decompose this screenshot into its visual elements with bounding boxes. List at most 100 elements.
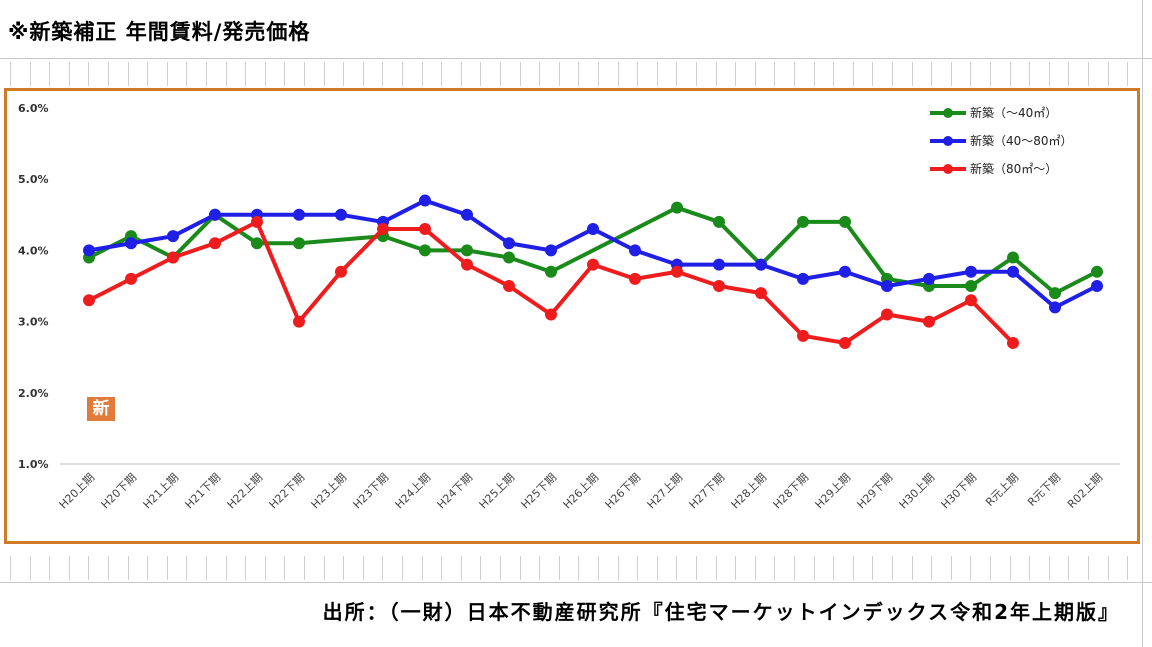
data-point — [125, 237, 137, 250]
grid-strip-bottom — [0, 556, 1152, 580]
data-point — [419, 194, 431, 207]
x-tick-label: H24下期 — [435, 471, 476, 512]
data-point — [1049, 287, 1061, 300]
x-tick-label: H26上期 — [561, 471, 602, 512]
data-point — [797, 215, 809, 228]
data-point — [713, 258, 725, 271]
data-point — [671, 265, 683, 278]
x-tick-label: H27下期 — [687, 471, 728, 512]
data-point — [545, 265, 557, 278]
series-line — [88, 198, 1098, 310]
legend-label: 新築（～40㎡） — [970, 105, 1057, 120]
data-point — [839, 265, 851, 278]
x-tick-label: H28上期 — [729, 471, 770, 512]
data-point — [1007, 251, 1019, 264]
y-tick-label: 4.0% — [18, 244, 49, 257]
series-line — [88, 205, 1098, 296]
data-point — [251, 237, 263, 250]
divider-top — [0, 58, 1152, 59]
x-tick-label: H23下期 — [351, 471, 392, 512]
legend-swatch-marker — [943, 164, 953, 174]
data-point — [1091, 280, 1103, 292]
data-point — [419, 223, 431, 236]
data-point — [545, 244, 557, 257]
data-point — [125, 272, 137, 285]
x-tick-label: H29上期 — [813, 471, 854, 512]
x-tick-label: H29下期 — [855, 471, 896, 512]
legend-swatch-marker — [943, 136, 953, 146]
chart-frame — [4, 88, 1140, 544]
data-point — [713, 280, 725, 292]
data-point — [797, 272, 809, 285]
x-tick-label: H30下期 — [939, 471, 980, 512]
legend-swatch-marker — [943, 108, 953, 118]
data-point — [965, 294, 977, 307]
data-point — [503, 251, 515, 264]
legend-label: 新築（80㎡～） — [970, 161, 1057, 176]
x-tick-label: H20上期 — [57, 471, 98, 512]
data-point — [293, 237, 305, 250]
data-point — [1007, 336, 1019, 349]
data-point — [839, 215, 851, 228]
x-tick-label: H22下期 — [267, 471, 308, 512]
data-point — [83, 294, 95, 307]
grid-strip-top — [0, 62, 1152, 86]
y-tick-label: 6.0% — [18, 102, 49, 115]
page-title: ※新築補正 年間賃料/発売価格 — [8, 20, 311, 44]
divider-bottom — [0, 582, 1152, 583]
data-point — [629, 272, 641, 285]
x-tick-label: R02上期 — [1065, 471, 1105, 511]
data-point — [167, 230, 179, 243]
data-point — [755, 287, 767, 300]
data-point — [335, 208, 347, 221]
x-tick-label: R元上期 — [983, 471, 1021, 509]
x-tick-label: H24上期 — [393, 471, 434, 512]
x-tick-label: H25上期 — [477, 471, 518, 512]
x-tick-label: H21上期 — [141, 471, 182, 512]
x-tick-label: H21下期 — [183, 471, 224, 512]
y-tick-label: 5.0% — [18, 173, 49, 186]
data-point — [377, 223, 389, 236]
data-point — [713, 215, 725, 228]
data-point — [1049, 301, 1061, 314]
data-point — [209, 208, 221, 221]
x-tick-label: H25下期 — [519, 471, 560, 512]
data-point — [587, 258, 599, 271]
data-point — [167, 251, 179, 264]
data-point — [755, 258, 767, 271]
new-badge: 新 — [87, 397, 115, 421]
data-point — [923, 272, 935, 285]
data-point — [965, 265, 977, 278]
data-point — [503, 237, 515, 250]
x-tick-label: H28下期 — [771, 471, 812, 512]
data-point — [545, 308, 557, 321]
data-point — [461, 258, 473, 271]
y-tick-label: 2.0% — [18, 387, 49, 400]
data-point — [839, 336, 851, 349]
data-point — [293, 315, 305, 328]
x-tick-label: H22上期 — [225, 471, 266, 512]
data-point — [881, 280, 893, 292]
data-point — [461, 244, 473, 257]
data-point — [419, 244, 431, 257]
data-point — [629, 244, 641, 257]
data-point — [209, 237, 221, 250]
data-point — [965, 280, 977, 292]
data-point — [881, 308, 893, 321]
y-tick-label: 3.0% — [18, 316, 49, 329]
y-tick-label: 1.0% — [18, 458, 49, 471]
data-point — [587, 223, 599, 236]
right-border — [1142, 0, 1143, 647]
legend-label: 新築（40～80㎡） — [970, 133, 1073, 148]
data-point — [83, 244, 95, 257]
data-point — [335, 265, 347, 278]
data-point — [503, 280, 515, 292]
x-tick-label: H27上期 — [645, 471, 686, 512]
x-tick-label: H26下期 — [603, 471, 644, 512]
x-tick-label: H23上期 — [309, 471, 350, 512]
data-point — [461, 208, 473, 221]
data-point — [797, 329, 809, 342]
data-point — [293, 208, 305, 221]
x-tick-label: H20下期 — [99, 471, 140, 512]
